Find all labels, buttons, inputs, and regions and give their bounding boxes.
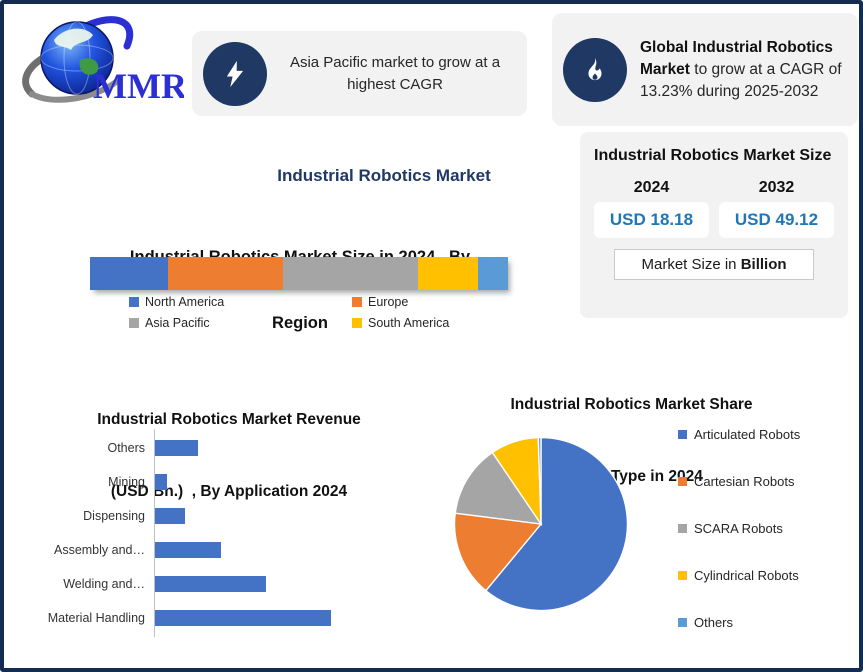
legend-swatch-icon	[352, 297, 362, 307]
app-row-assembly-and: Assembly and…	[34, 533, 404, 567]
app-row-mining: Mining	[34, 465, 404, 499]
market-value-2032: USD 49.12	[719, 201, 834, 238]
pie-legend-item-cylindrical-robots: Cylindrical Robots	[678, 567, 800, 583]
unit-note-bold: Billion	[740, 255, 787, 273]
app-bar	[155, 576, 266, 592]
region-legend-item-europe: Europe	[352, 295, 474, 309]
pie-slice-scara-robots	[454, 451, 543, 525]
flame-callout-bold-text: Global Industrial Robotics Market	[640, 38, 833, 78]
legend-swatch-icon	[678, 476, 687, 486]
app-row-welding-and: Welding and…	[34, 567, 404, 601]
market-value-2024: USD 18.18	[594, 201, 709, 238]
app-row-material-handling: Material Handling	[34, 601, 404, 635]
application-bar-chart: Others Mining Dispensing Assembly and… Weldi…	[34, 429, 404, 643]
market-size-grid: 2024 2032 USD 18.18 USD 49.12	[594, 179, 834, 238]
app-bar	[155, 542, 221, 558]
app-bar	[155, 440, 198, 456]
market-size-unit-note: Market Size in Billion	[614, 248, 814, 280]
region-legend-item-north-america: North America	[129, 295, 352, 309]
app-row-label: Mining	[108, 475, 145, 489]
legend-swatch-icon	[129, 297, 139, 307]
app-row-others: Others	[34, 431, 404, 465]
legend-label: South America	[368, 316, 450, 330]
flame-callout-text: Global Industrial Robotics Market to gro…	[627, 37, 858, 103]
legend-swatch-icon	[678, 429, 687, 439]
pie-legend-item-cartesian-robots: Cartesian Robots	[678, 473, 800, 489]
legend-label: Others	[694, 614, 734, 630]
region-segment-europe	[168, 257, 284, 290]
app-bar	[155, 508, 185, 524]
pie-legend-item-scara-robots: SCARA Robots	[678, 520, 800, 536]
legend-label: Asia Pacific	[145, 316, 210, 330]
pie-chart	[453, 436, 629, 612]
legend-label: North America	[145, 295, 225, 309]
flame-icon	[563, 37, 627, 102]
app-row-label: Assembly and…	[53, 543, 145, 557]
region-legend-item-asia-pacific: Asia Pacific	[129, 316, 352, 330]
pie-legend: Articulated Robots Cartesian Robots SCARA …	[678, 426, 801, 630]
logo-text: MMR	[93, 66, 184, 106]
market-size-panel: Industrial Robotics Market Size 2024 203…	[580, 132, 848, 318]
globe-longitude-line	[63, 21, 91, 95]
market-size-panel-title: Industrial Robotics Market Size	[594, 147, 832, 164]
pie-slice-articulated-robots	[484, 436, 629, 612]
app-row-label: Others	[107, 441, 145, 455]
app-bar	[155, 610, 331, 626]
legend-swatch-icon	[678, 617, 687, 627]
globe-continent-south	[79, 58, 99, 75]
legend-swatch-icon	[129, 318, 139, 328]
region-stacked-bar	[90, 257, 508, 290]
year-label-2032: 2032	[758, 178, 795, 196]
app-row-label: Welding and…	[63, 577, 145, 591]
legend-label: SCARA Robots	[694, 520, 783, 536]
app-row-dispensing: Dispensing	[34, 499, 404, 533]
year-label-2024: 2024	[633, 178, 670, 196]
mmr-logo: MMR	[22, 16, 184, 106]
flame-callout-rest-text: to grow at a CAGR of 13.23% during 2025-…	[640, 60, 842, 100]
region-segment-unlabeled	[478, 257, 508, 290]
legend-swatch-icon	[678, 523, 687, 533]
region-legend: North America Europe Asia Pacific South Ame…	[129, 295, 474, 330]
legend-swatch-icon	[678, 570, 687, 580]
region-segment-asia-pacific	[283, 257, 419, 290]
lightning-callout-text: Asia Pacific market to grow at a highest…	[289, 54, 501, 93]
legend-label: Cylindrical Robots	[694, 567, 799, 583]
app-row-label: Material Handling	[47, 611, 145, 625]
region-segment-south-america	[418, 257, 479, 290]
region-legend-item-south-america: South America	[352, 316, 474, 330]
legend-swatch-icon	[352, 318, 362, 328]
legend-label: Europe	[368, 295, 409, 309]
application-chart-title-line-1: Industrial Robotics Market Revenue	[97, 411, 361, 429]
pie-slice-cartesian-robots	[453, 512, 543, 592]
app-row-label: Dispensing	[83, 509, 145, 523]
pie-chart-title-line-1: Industrial Robotics Market Share	[510, 396, 753, 414]
logo-swoosh-gray-right	[29, 79, 119, 103]
legend-label: Articulated Robots	[694, 426, 801, 442]
pie-legend-item-others: Others	[678, 614, 800, 630]
lightning-callout: Asia Pacific market to grow at a highest…	[192, 31, 527, 116]
legend-label: Cartesian Robots	[694, 473, 795, 489]
flame-callout: Global Industrial Robotics Market to gro…	[552, 13, 858, 126]
app-bar	[155, 474, 167, 490]
region-chart-title-line-2: Region	[272, 314, 328, 333]
unit-note-prefix: Market Size in	[641, 255, 741, 273]
region-segment-north-america	[90, 257, 169, 290]
main-title: Industrial Robotics Market	[277, 166, 491, 185]
pie-legend-item-articulated-robots: Articulated Robots	[678, 426, 801, 442]
application-chart-axis	[154, 429, 155, 637]
application-chart-rows: Others Mining Dispensing Assembly and… Weldi…	[34, 431, 404, 635]
logo-swoosh-blue	[82, 16, 134, 50]
pie-slice-others	[537, 436, 542, 525]
lightning-icon	[203, 41, 267, 106]
globe-continent-north	[54, 28, 93, 50]
globe-latitude-line	[40, 44, 114, 72]
